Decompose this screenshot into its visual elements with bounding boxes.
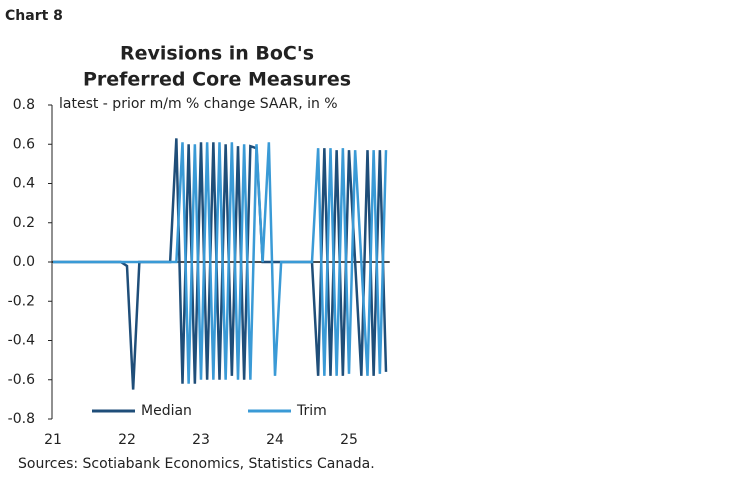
x-tick-label: 23 xyxy=(192,432,210,448)
y-tick-label: 0.8 xyxy=(13,97,35,113)
y-tick-label: 0.6 xyxy=(13,136,35,152)
y-tick-label: 0.2 xyxy=(13,215,35,231)
y-tick-label: -0.6 xyxy=(8,372,35,388)
page-label: Chart 8 xyxy=(5,8,63,24)
series-line xyxy=(53,142,388,384)
y-tick-label: -0.8 xyxy=(8,411,35,427)
legend-label: Median xyxy=(141,403,192,419)
x-tick-label: 25 xyxy=(340,432,358,448)
source-note: Sources: Scotiabank Economics, Statistic… xyxy=(18,456,375,472)
x-tick-label: 24 xyxy=(266,432,284,448)
legend-label: Trim xyxy=(296,403,327,419)
x-tick-label: 21 xyxy=(44,432,62,448)
x-tick-label: 22 xyxy=(118,432,136,448)
y-tick-label: -0.4 xyxy=(8,333,35,349)
chart-subtitle: latest - prior m/m % change SAAR, in % xyxy=(59,96,338,112)
chart-title: Revisions in BoC's xyxy=(120,43,314,65)
y-tick-label: 0.4 xyxy=(13,176,35,192)
chart-title: Preferred Core Measures xyxy=(83,69,351,91)
y-tick-label: -0.2 xyxy=(8,293,35,309)
y-tick-label: 0.0 xyxy=(13,254,35,270)
